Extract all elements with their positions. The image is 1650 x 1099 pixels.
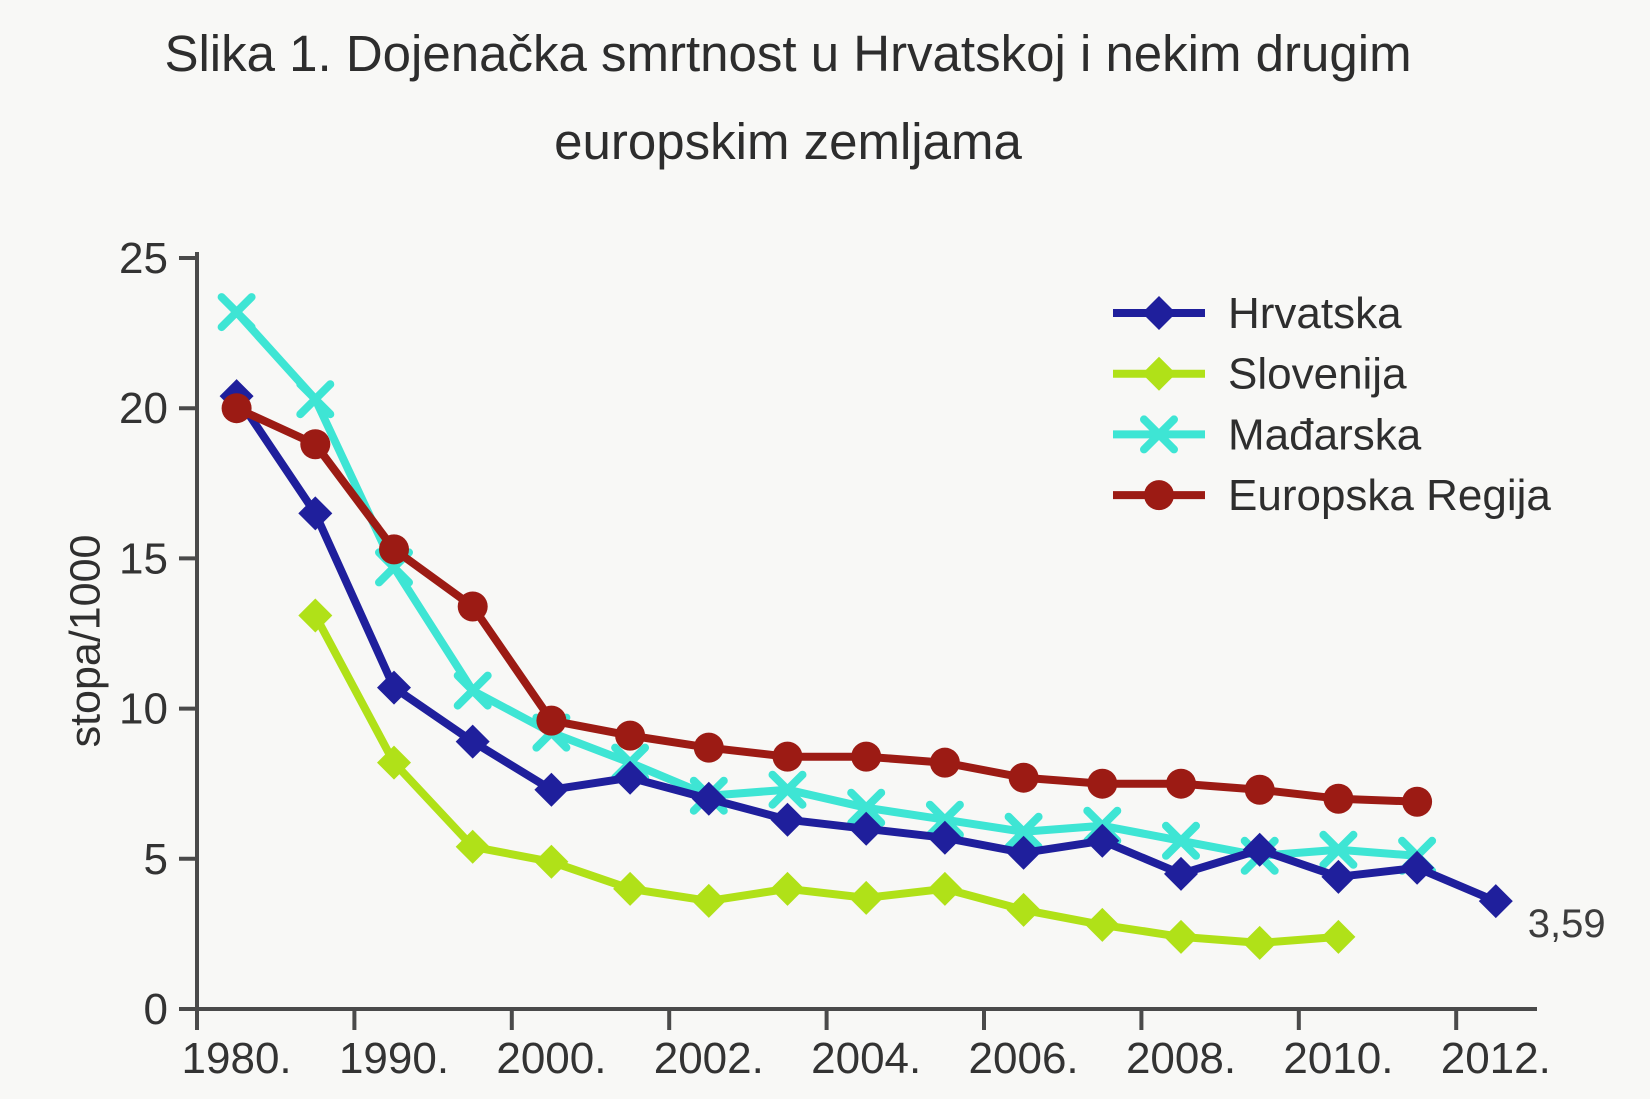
- legend-label: Slovenija: [1228, 350, 1407, 399]
- marker-diamond: [1321, 859, 1356, 894]
- marker-diamond: [1085, 823, 1120, 858]
- marker-circle: [221, 393, 252, 424]
- y-tick-label: 25: [119, 234, 168, 283]
- marker-circle: [1323, 783, 1354, 814]
- series-line: [234, 404, 1418, 806]
- series-europska-regija: [221, 393, 1433, 817]
- marker-diamond: [455, 829, 490, 864]
- marker-x: [296, 380, 335, 419]
- x-tick-label: 2004.: [811, 1034, 921, 1083]
- marker-circle: [693, 732, 724, 763]
- legend-item-slovenija: Slovenija: [1113, 350, 1407, 399]
- marker-diamond: [927, 871, 962, 906]
- marker-diamond: [770, 871, 805, 906]
- y-tick-label: 15: [119, 534, 168, 583]
- marker-diamond: [1142, 356, 1176, 391]
- marker-diamond: [1085, 907, 1120, 942]
- y-tick-label: 10: [119, 685, 168, 734]
- marker-circle: [1402, 786, 1433, 817]
- marker-circle: [1087, 768, 1118, 799]
- marker-x: [768, 770, 807, 809]
- marker-diamond: [298, 598, 333, 633]
- x-tick-label: 2006.: [969, 1034, 1079, 1083]
- marker-x: [1319, 830, 1358, 869]
- marker-diamond: [849, 880, 884, 915]
- marker-x: [1162, 821, 1200, 860]
- y-tick-label: 20: [119, 384, 168, 433]
- legend-item-europska-regija: Europska Regija: [1113, 471, 1551, 520]
- legend-item-ma-arska: Mađarska: [1113, 410, 1422, 459]
- marker-diamond: [1242, 832, 1277, 867]
- legend-item-hrvatska: Hrvatska: [1113, 289, 1402, 338]
- marker-diamond: [1242, 925, 1277, 960]
- marker-diamond: [1478, 884, 1513, 919]
- marker-circle: [379, 534, 409, 565]
- marker-diamond: [377, 745, 411, 780]
- marker-x: [217, 293, 256, 332]
- marker-diamond: [1142, 296, 1176, 330]
- legend-label: Hrvatska: [1228, 289, 1402, 338]
- marker-diamond: [691, 781, 726, 816]
- x-tick-label: 2000.: [496, 1034, 606, 1083]
- x-tick-label: 2008.: [1126, 1034, 1236, 1083]
- marker-diamond: [377, 670, 411, 705]
- marker-diamond: [770, 802, 805, 837]
- marker-diamond: [298, 496, 333, 531]
- marker-diamond: [927, 820, 962, 855]
- chart-title: Slika 1. Dojenačka smrtnost u Hrvatskoj …: [0, 10, 1576, 186]
- marker-circle: [929, 747, 960, 778]
- series-slovenija: [298, 598, 1356, 960]
- marker-diamond: [1006, 892, 1041, 927]
- marker-x: [847, 788, 886, 827]
- marker-circle: [1166, 768, 1196, 799]
- y-tick-label: 5: [144, 835, 168, 884]
- chart-title-line2: europskim zemljama: [554, 113, 1022, 170]
- marker-x: [925, 800, 964, 839]
- marker-circle: [615, 720, 646, 751]
- x-tick-label: 2012.: [1441, 1034, 1551, 1083]
- x-tick-label: 1980.: [182, 1034, 292, 1083]
- legend-label: Mađarska: [1228, 410, 1422, 459]
- annotation-last-value: 3,59: [1528, 902, 1606, 946]
- marker-x: [1140, 415, 1178, 454]
- marker-diamond: [613, 760, 648, 795]
- chart-title-line1: Slika 1. Dojenačka smrtnost u Hrvatskoj …: [164, 25, 1412, 82]
- x-tick-label: 2010.: [1283, 1034, 1393, 1083]
- marker-x: [453, 671, 492, 710]
- marker-diamond: [1321, 919, 1356, 954]
- series-hrvatska: [219, 379, 1513, 919]
- marker-diamond: [1164, 919, 1198, 954]
- marker-circle: [772, 741, 803, 772]
- x-tick-label: 2002.: [654, 1034, 764, 1083]
- marker-x: [1004, 812, 1043, 851]
- marker-circle: [300, 429, 331, 460]
- marker-circle: [536, 705, 567, 736]
- marker-circle: [1244, 774, 1275, 805]
- marker-diamond: [455, 724, 490, 759]
- marker-circle: [1008, 762, 1039, 793]
- marker-diamond: [613, 871, 648, 906]
- marker-circle: [1144, 480, 1174, 511]
- marker-diamond: [534, 844, 569, 879]
- y-tick-label: 0: [144, 985, 168, 1034]
- marker-circle: [851, 741, 882, 772]
- series-line: [233, 309, 1418, 860]
- marker-circle: [457, 591, 488, 622]
- marker-diamond: [1164, 856, 1198, 891]
- marker-diamond: [691, 883, 726, 918]
- marker-diamond: [849, 811, 884, 846]
- x-tick-label: 1990.: [339, 1034, 449, 1083]
- marker-diamond: [1006, 835, 1041, 870]
- marker-diamond: [534, 772, 569, 807]
- legend-label: Europska Regija: [1228, 471, 1551, 520]
- marker-diamond: [1400, 850, 1435, 885]
